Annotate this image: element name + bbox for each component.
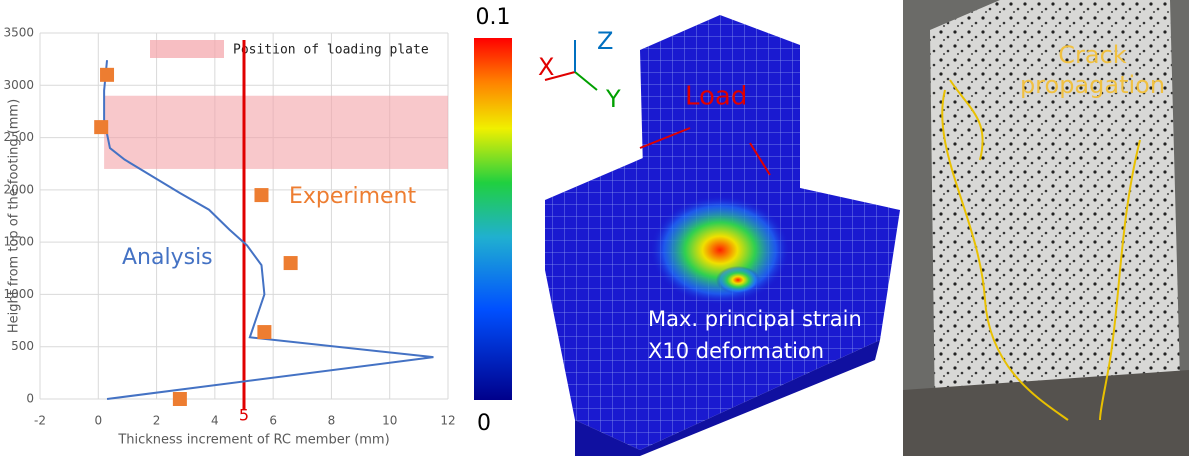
figure: 0500100015002000250030003500-2024681012T…	[0, 0, 1189, 456]
experiment-point	[94, 120, 108, 134]
photo-caption-box: Crack propagation	[1000, 40, 1185, 120]
legend-label: Position of loading plate	[233, 43, 429, 58]
photo-caption: Crack propagation	[1000, 40, 1185, 100]
x-tick-label: 4	[211, 414, 219, 428]
experiment-point	[100, 68, 114, 82]
reference-label: 5	[239, 406, 249, 425]
fem-caption: X10 deformation	[648, 339, 824, 363]
series-label: Analysis	[122, 245, 213, 270]
legend-swatch	[150, 40, 224, 58]
axis-x: X	[538, 53, 554, 81]
y-tick-label: 500	[11, 339, 34, 353]
x-tick-label: 10	[382, 414, 397, 428]
x-tick-label: 6	[269, 414, 277, 428]
axis-y: Y	[605, 85, 621, 113]
fem-caption: Max. principal strain	[648, 307, 862, 331]
y-tick-label: 3000	[3, 78, 34, 92]
load-label: Load	[685, 82, 747, 112]
y-tick-label: 0	[26, 392, 34, 406]
x-tick-label: -2	[34, 414, 46, 428]
x-axis-title: Thickness increment of RC member (mm)	[117, 433, 389, 448]
loading-plate-band	[104, 96, 448, 169]
x-tick-label: 12	[440, 414, 455, 428]
experiment-point	[257, 325, 271, 339]
axis-z: Z	[597, 27, 613, 55]
y-tick-label: 3500	[3, 26, 34, 40]
series-label: Experiment	[289, 184, 416, 209]
colorbar-min: 0	[477, 411, 491, 436]
x-tick-label: 8	[328, 414, 336, 428]
experiment-point	[284, 256, 298, 270]
x-tick-label: 2	[153, 414, 161, 428]
colorbar-max: 0.1	[476, 5, 511, 30]
x-tick-label: 0	[94, 414, 102, 428]
y-axis-title: Height from top of the footing (mm)	[7, 99, 22, 333]
colorbar	[474, 38, 512, 400]
experiment-point	[254, 188, 268, 202]
experiment-point	[173, 392, 187, 406]
